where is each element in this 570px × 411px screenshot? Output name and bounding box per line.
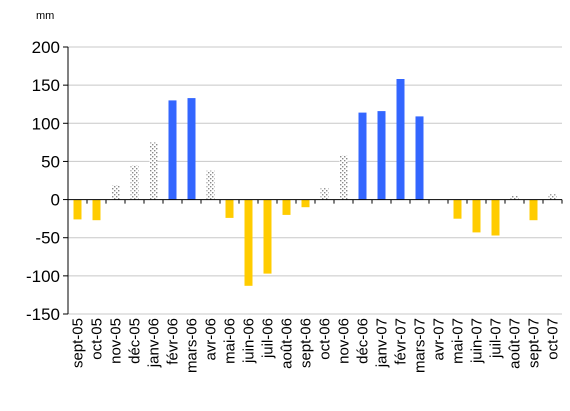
bar-excess [168, 100, 177, 200]
axes [63, 46, 563, 315]
bar-excess [415, 116, 424, 200]
x-tick-label: janv-07 [374, 318, 391, 368]
x-tick-label: mai-07 [450, 318, 467, 364]
bar-deficit [282, 199, 291, 215]
y-tick-labels: -150 -100 -50 0 50 100 150 200 [26, 38, 60, 324]
x-tick-label: mars-07 [412, 318, 429, 373]
bar-reserve [149, 142, 158, 200]
y-tick-label: 200 [32, 38, 60, 57]
x-tick-label: août-07 [507, 318, 524, 369]
x-tick-label: août-06 [279, 318, 296, 369]
bar-excess [358, 112, 367, 200]
bar-reserve [320, 188, 329, 200]
x-tick-label: déc-05 [127, 318, 144, 364]
x-tick-label: sept-07 [526, 318, 543, 368]
y-tick-label: 0 [51, 191, 60, 210]
x-tick-label: févr-07 [393, 318, 410, 365]
bar-reserve [548, 194, 557, 200]
x-tick-label: sept-05 [70, 318, 87, 368]
bar-excess [396, 79, 405, 200]
gridlines [68, 46, 562, 315]
bar-excess [377, 111, 386, 200]
bar-deficit [472, 199, 481, 233]
bar-deficit [301, 199, 310, 208]
x-tick-label: mai-06 [222, 318, 239, 364]
x-tick-label: sept-06 [298, 318, 315, 368]
y-tick-label: 50 [41, 152, 60, 171]
x-tick-label: mars-06 [184, 318, 201, 373]
x-tick-label: févr-06 [165, 318, 182, 365]
x-tick-label: avr-06 [203, 318, 220, 361]
x-tick-label: janv-06 [146, 318, 163, 368]
x-tick-label: oct-06 [317, 318, 334, 360]
y-tick-label: 100 [32, 114, 60, 133]
bar-deficit [529, 199, 538, 221]
bar-reserve [130, 165, 139, 200]
x-tick-label: oct-05 [89, 318, 106, 360]
bar-deficit [453, 199, 462, 219]
x-tick-label: avr-07 [431, 318, 448, 361]
bar-deficit [491, 199, 500, 236]
bar-reserve [510, 195, 519, 200]
bar-reserve [206, 170, 215, 200]
x-tick-label: juil-07 [488, 318, 505, 359]
bars [73, 79, 557, 286]
bar-reserve [339, 155, 348, 200]
x-tick-label: nov-06 [336, 318, 353, 364]
bar-deficit [92, 199, 101, 221]
bar-excess [187, 98, 196, 200]
y-tick-label: 150 [32, 76, 60, 95]
bar-deficit [244, 199, 253, 286]
x-tick-label: déc-06 [355, 318, 372, 364]
unit-label: mm [36, 10, 54, 22]
x-tick-label: nov-05 [108, 318, 125, 364]
bar-deficit [263, 199, 272, 274]
y-tick-label: -100 [26, 267, 60, 286]
y-tick-label: -50 [35, 229, 60, 248]
bar-deficit [225, 199, 234, 218]
x-tick-label: juin-06 [241, 318, 258, 364]
x-tick-label: juin-07 [469, 318, 486, 364]
x-tick-label: oct-07 [545, 318, 562, 360]
bar-reserve [111, 185, 120, 200]
x-tick-label: juil-06 [260, 318, 277, 359]
x-tick-labels: sept-05 oct-05 nov-05 déc-05 janv-06 févr-06 m… [70, 318, 562, 373]
y-tick-label: -150 [26, 305, 60, 324]
bar-deficit [73, 199, 82, 220]
